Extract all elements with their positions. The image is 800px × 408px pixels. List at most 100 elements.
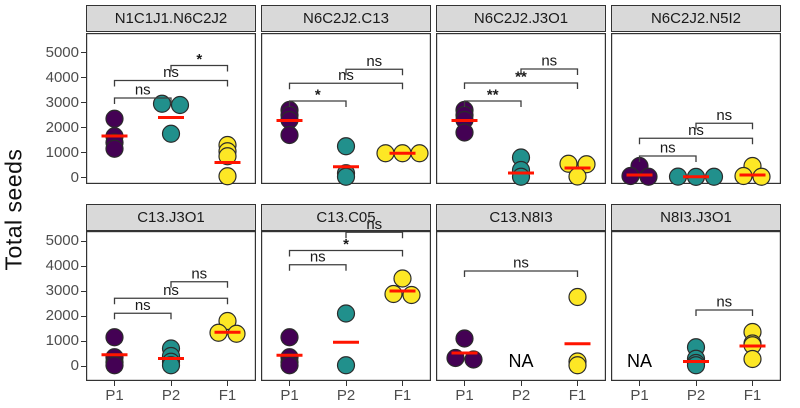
y-tick-label: 1000 xyxy=(45,143,79,161)
x-tick-mark xyxy=(752,381,753,386)
data-point xyxy=(218,147,237,166)
significance-bracket xyxy=(288,264,347,271)
x-tick-label: F1 xyxy=(568,387,587,404)
significance-bracket xyxy=(638,137,754,145)
data-point xyxy=(170,95,190,115)
data-point xyxy=(752,167,771,186)
data-point xyxy=(280,328,299,347)
x-tick-mark xyxy=(402,381,403,386)
na-label: NA xyxy=(508,351,533,371)
data-point xyxy=(161,356,181,375)
data-point xyxy=(161,124,181,143)
significance-label: ** xyxy=(515,69,527,86)
data-point xyxy=(105,109,124,128)
x-tick-mark xyxy=(170,381,172,386)
data-point xyxy=(455,123,474,142)
data-point xyxy=(455,329,474,348)
significance-bracket xyxy=(695,309,754,316)
significance-bracket xyxy=(463,100,522,107)
data-point xyxy=(568,356,587,375)
x-tick-label: P1 xyxy=(455,387,474,404)
significance-bracket xyxy=(288,100,347,107)
y-tick-label: 4000 xyxy=(45,257,79,274)
x-tick-label: F1 xyxy=(743,387,762,404)
facet-strip: C13.C05 xyxy=(261,204,431,231)
significance-label: ns xyxy=(135,297,151,314)
data-point xyxy=(336,137,356,156)
significance-bracket xyxy=(288,249,404,257)
x-tick-label: P1 xyxy=(630,387,649,404)
y-tick-label: 2000 xyxy=(45,307,79,324)
y-tick-mark xyxy=(81,127,86,128)
facet-strip: C13.N8I3 xyxy=(436,204,606,231)
y-tick-mark xyxy=(81,240,86,242)
x-tick-mark xyxy=(227,381,228,386)
x-tick-mark xyxy=(577,381,578,386)
significance-label: * xyxy=(343,236,349,253)
data-point xyxy=(105,328,124,347)
significance-label: ns xyxy=(163,282,179,299)
data-point xyxy=(639,167,658,186)
y-tick-mark xyxy=(81,152,86,153)
significance-label: ns xyxy=(135,82,151,99)
data-point xyxy=(743,349,762,369)
x-tick-mark xyxy=(289,381,290,386)
facet-strip: N8I3.J3O1 xyxy=(611,204,781,231)
x-tick-label: P2 xyxy=(161,387,181,404)
y-tick-mark xyxy=(81,265,86,267)
x-tick-label: P2 xyxy=(686,387,706,404)
x-tick-mark xyxy=(695,381,697,386)
y-tick-label: 4000 xyxy=(45,68,79,86)
facet-strip: N6C2J2.N5I2 xyxy=(611,5,781,32)
significance-bracket xyxy=(463,270,579,277)
significance-label: * xyxy=(315,87,321,104)
y-tick-label: 5000 xyxy=(45,43,79,61)
facet-panel: ns NA xyxy=(611,231,782,382)
y-tick-label: 0 xyxy=(70,168,79,186)
data-point xyxy=(568,167,587,186)
data-point xyxy=(105,139,124,158)
significance-bracket xyxy=(345,231,404,239)
significance-bracket xyxy=(288,82,404,90)
significance-bracket xyxy=(638,155,697,162)
facet-strip: N6C2J2.C13 xyxy=(261,5,431,32)
y-tick-label: 5000 xyxy=(45,232,79,249)
data-point xyxy=(218,167,237,186)
significance-bracket xyxy=(113,297,229,305)
y-axis-title: Total seeds xyxy=(0,148,27,271)
facet-title: N6C2J2.J3O1 xyxy=(473,10,569,27)
significance-bracket xyxy=(695,122,754,130)
facet-title: C13.N8I3 xyxy=(489,209,553,226)
significance-label: ns xyxy=(541,53,557,70)
data-point xyxy=(393,269,412,288)
significance-label: ** xyxy=(487,87,499,104)
data-point xyxy=(402,285,421,305)
x-tick-mark xyxy=(520,381,522,386)
y-tick-mark xyxy=(81,290,86,292)
significance-label: ns xyxy=(716,294,732,311)
x-tick-label: F1 xyxy=(393,387,412,404)
significance-bracket xyxy=(463,82,579,89)
facet-title: N6C2J2.C13 xyxy=(303,10,389,27)
data-point xyxy=(280,125,299,145)
y-tick-label: 0 xyxy=(70,357,79,374)
data-point xyxy=(686,356,706,375)
data-point xyxy=(336,167,356,186)
data-point xyxy=(384,284,403,304)
data-point xyxy=(105,356,124,375)
significance-label: * xyxy=(196,51,202,68)
x-tick-mark xyxy=(114,381,115,386)
x-tick-label: P2 xyxy=(511,387,531,404)
facet-strip: N1C1J1.N6C2J2 xyxy=(86,5,256,32)
facet-strip: N6C2J2.J3O1 xyxy=(436,5,606,32)
y-tick-mark xyxy=(81,102,86,103)
y-tick-mark xyxy=(81,315,86,317)
significance-bracket xyxy=(113,97,172,104)
facet-title: C13.J3O1 xyxy=(137,209,205,226)
significance-label: ns xyxy=(716,107,732,124)
y-tick-label: 1000 xyxy=(45,332,79,349)
